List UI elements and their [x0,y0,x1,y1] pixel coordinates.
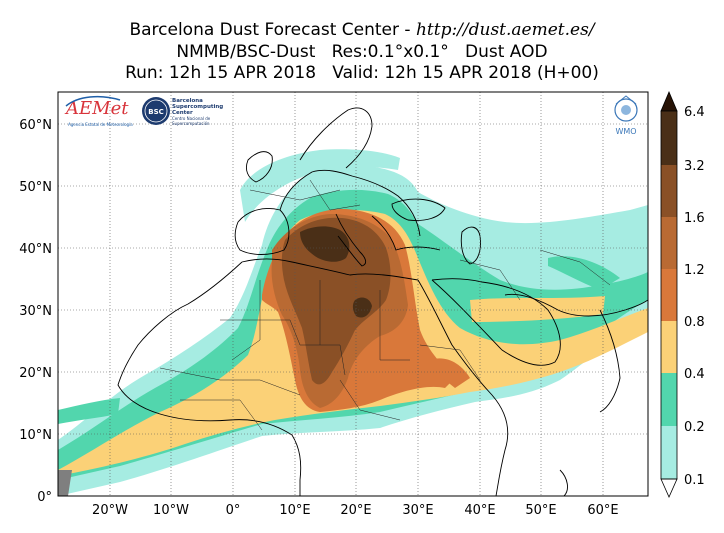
country-borders [159,179,611,431]
lon-label: 10°E [279,503,310,518]
wmo-emblem-icon [614,98,638,122]
colorbar-level-label: 0.1 [684,473,705,488]
bsc-logo-name-box: Barcelona Supercomputing Center Centro N… [172,98,224,126]
map-frame [57,91,649,497]
lat-label: 0° [37,490,52,505]
bsc-badge-ring [144,99,168,123]
lat-label: 20°N [19,366,52,381]
dust-level-1.6 [281,217,391,385]
colorbar-level-label: 1.2 [684,263,705,278]
wmo-globe-icon [621,105,631,115]
title-line-1: Barcelona Dust Forecast Center - http://… [0,20,724,40]
lon-label: 10°W [153,503,189,518]
colorbar-swatch [661,321,677,373]
aemet-logo-subtitle: Agencia Estatal de Meteorología [68,122,133,127]
missing-data-patch [58,470,72,496]
lon-label: 20°E [340,503,371,518]
lon-label: 60°E [587,503,618,518]
colorbar-level-label: 0.4 [684,367,705,382]
colorbar: 0.1 0.2 0.4 0.8 1.2 1.6 3.2 6.4 [660,90,705,498]
title-line-3: Run: 12h 15 APR 2018 Valid: 12h 15 APR 2… [125,63,599,83]
lon-label: 20°W [92,503,128,518]
lat-label: 10°N [19,428,52,443]
colorbar-level-label: 1.6 [684,211,705,226]
aemet-swoosh-icon [65,95,121,107]
lon-label: 50°E [525,503,556,518]
colorbar-level-label: 3.2 [684,159,705,174]
title-text: Barcelona Dust Forecast Center - [129,20,416,40]
colorbar-swatch [661,269,677,321]
lat-label: 40°N [19,242,52,257]
colorbar-labels: 0.1 0.2 0.4 0.8 1.2 1.6 3.2 6.4 [684,105,705,488]
lon-axis: 20°W 10°W 0° 10°E 20°E 30°E 40°E 50°E 60… [92,503,619,518]
colorbar-swatch [661,217,677,269]
title-url: http://dust.aemet.es/ [415,20,595,40]
wmo-laurel-icon [615,95,637,105]
colorbar-level-label: 0.8 [684,315,705,330]
bsc-logo: BSC Barcelona Supercomputing Center Cent… [142,97,224,126]
colorbar-extend-under [660,478,678,498]
aemet-logo: AEMet Agencia Estatal de Meteorología [64,95,133,127]
colorbar-extend-over [660,90,678,112]
lat-label: 50°N [19,180,52,195]
wmo-logo-text: WMO [615,127,636,136]
colorbar-swatch [661,165,677,217]
lon-label: 40°E [464,503,495,518]
lon-label: 30°E [402,503,433,518]
wmo-logo: WMO [614,95,638,136]
graticule [58,92,648,496]
colorbar-frame [660,110,678,480]
dust-level-3.2 [300,226,372,318]
lat-label: 60°N [19,118,52,133]
lat-axis: 60°N 50°N 40°N 30°N 20°N 10°N 0° [19,118,52,505]
coastlines [117,107,648,496]
aemet-logo-text: AEMet [64,98,129,119]
colorbar-swatch [661,373,677,426]
title-line-2: NMMB/BSC-Dust Res:0.1°x0.1° Dust AOD [176,42,548,62]
colorbar-swatch [661,426,677,479]
colorbar-swatch [661,111,677,165]
bsc-badge-icon [142,97,170,125]
bsc-logo-name: Barcelona Supercomputing Center [172,98,224,116]
lon-label: 0° [226,503,241,518]
colorbar-level-label: 0.2 [684,420,705,435]
map-plot-area [58,92,648,496]
lat-label: 30°N [19,304,52,319]
colorbar-level-label: 6.4 [684,105,705,120]
bsc-logo-subtitle: Centro Nacional de Supercomputación [172,116,211,126]
bsc-badge-text: BSC [148,108,164,116]
